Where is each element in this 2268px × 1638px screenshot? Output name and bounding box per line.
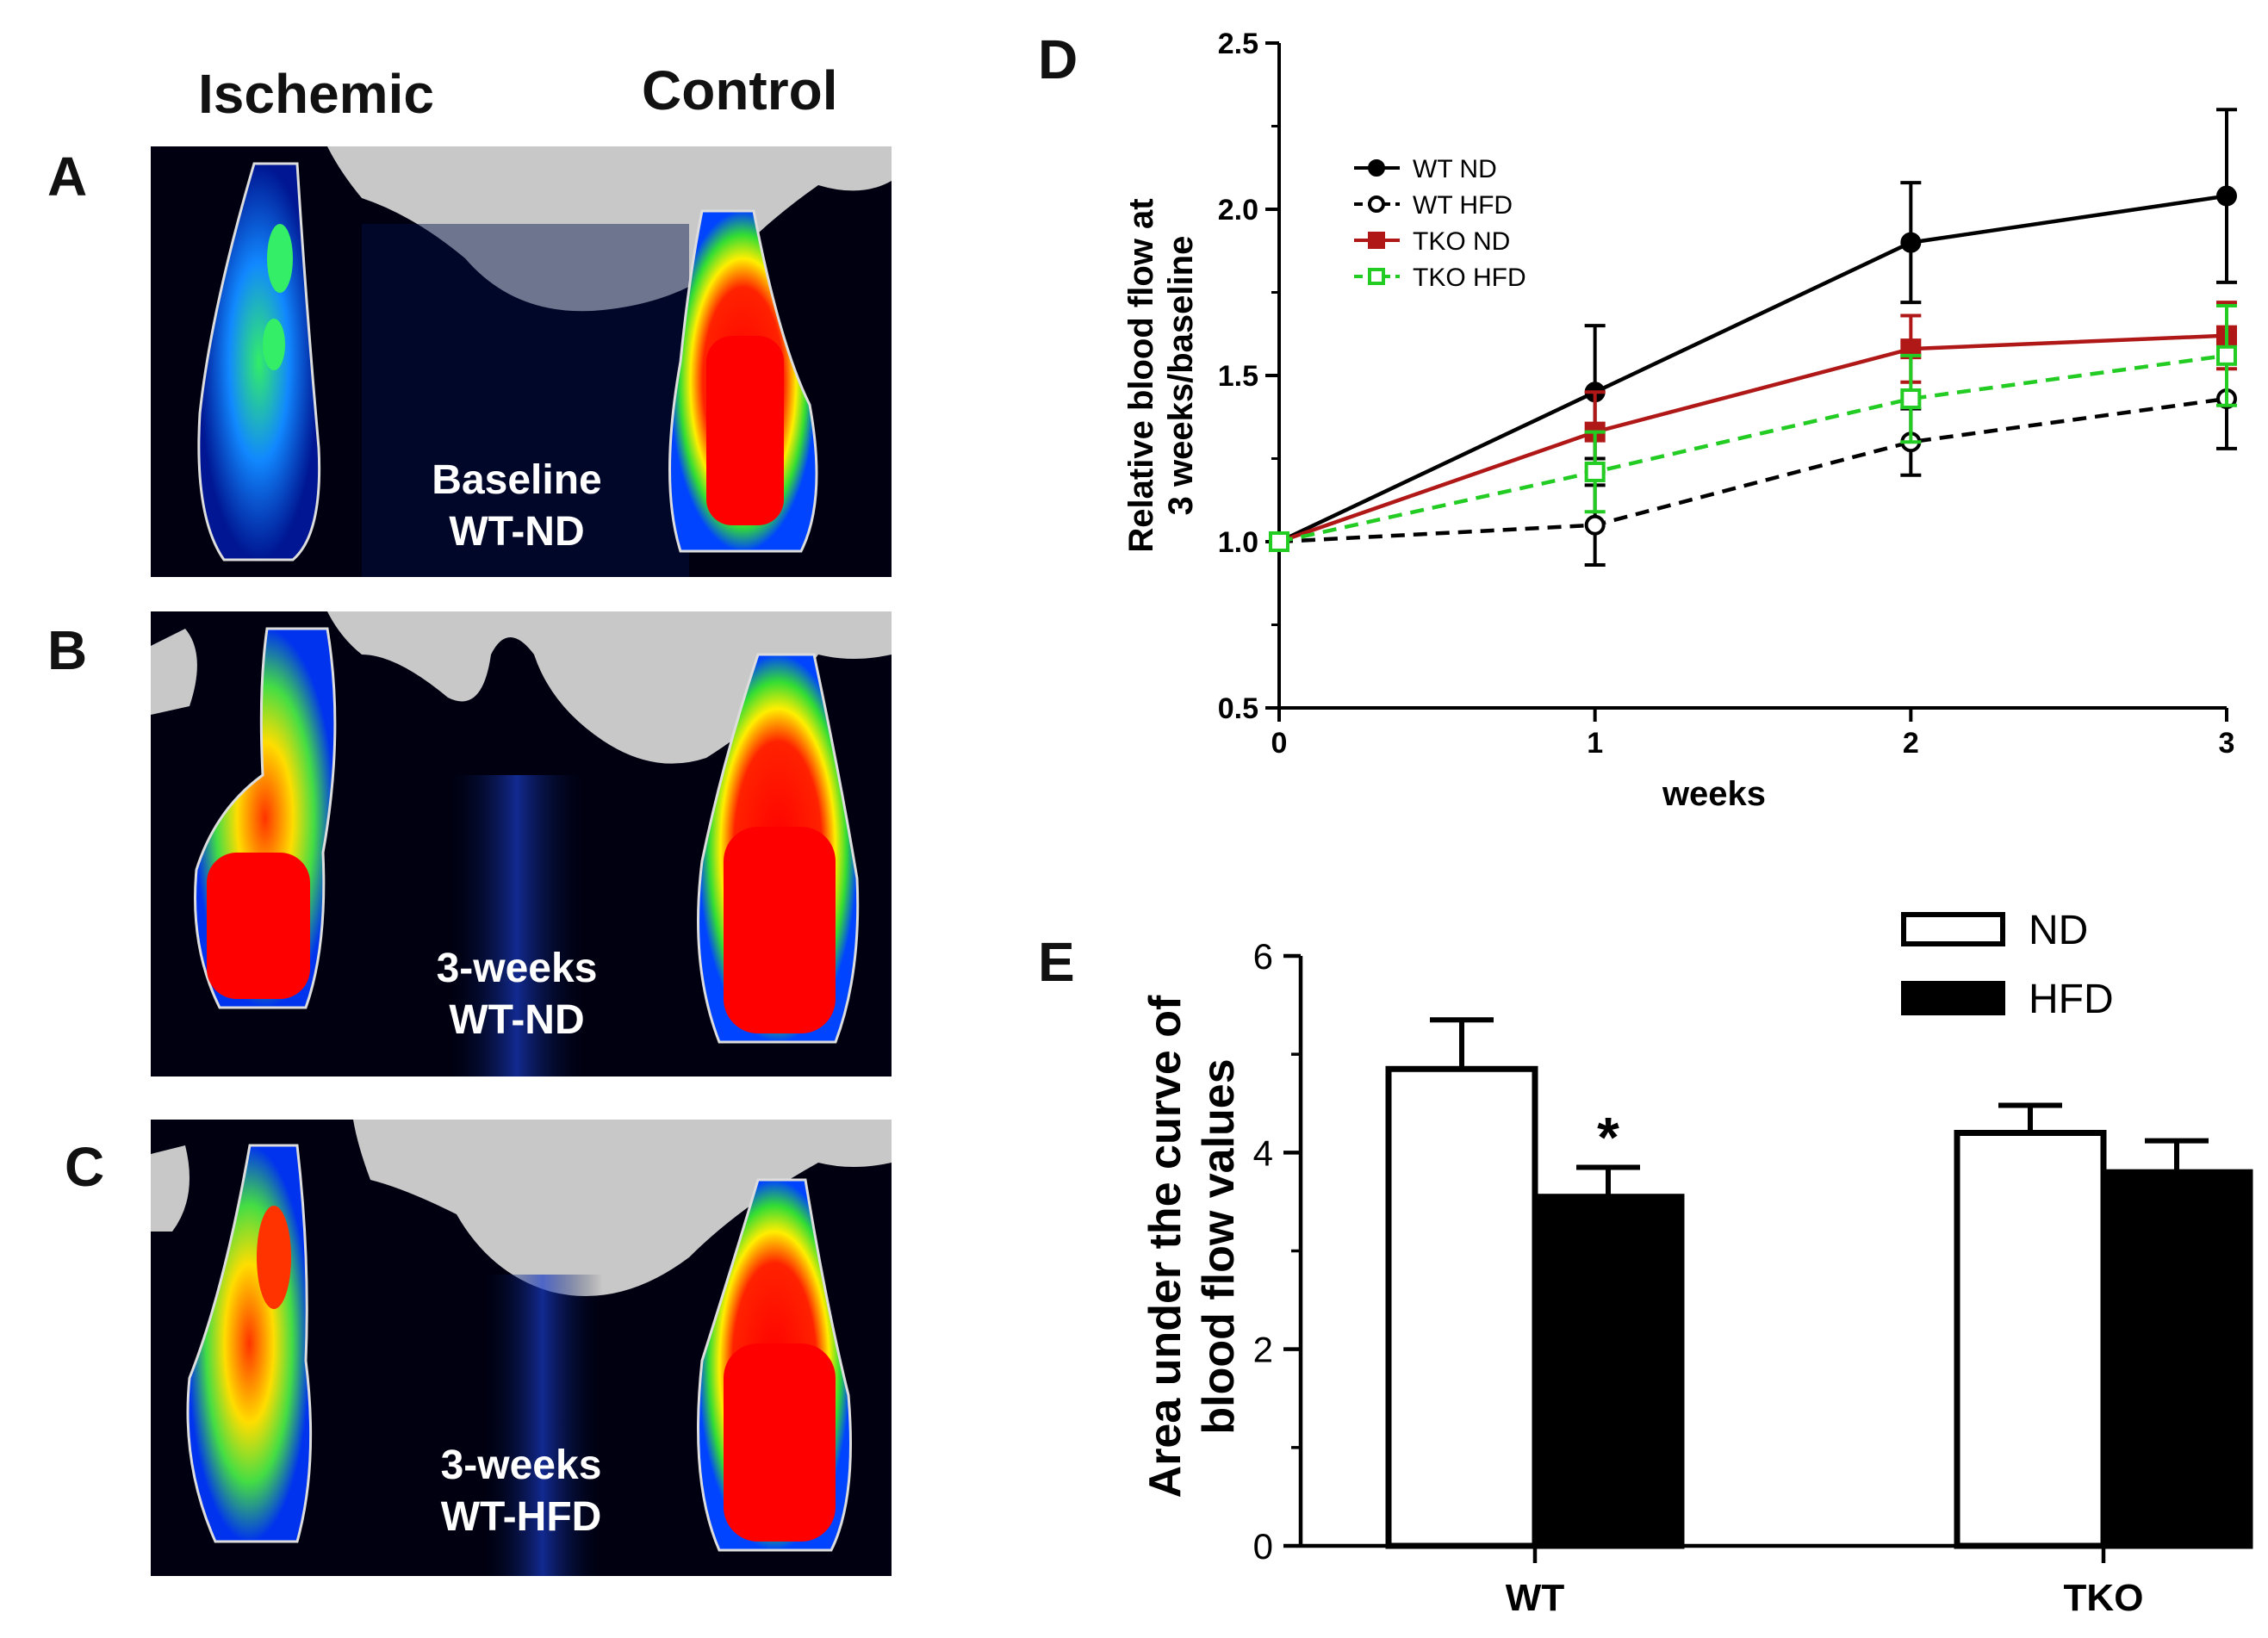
y-tick-label: 6 [1253,936,1273,977]
panel-label-d: D [1038,28,1078,90]
y-tick-label: 4 [1253,1132,1273,1173]
data-point [2216,344,2237,366]
panel-label-e: E [1038,931,1075,993]
laser-doppler-image-b [151,611,892,1076]
panel-label-a: A [47,146,88,208]
y-axis-title: Area under the curve ofblood flow values [1140,995,1244,1498]
significance-marker: * [1597,1105,1619,1169]
x-tick-label: 1 [1587,727,1603,760]
legend-swatch [1901,912,2005,946]
legend-swatch [1901,981,2005,1015]
bar-group-tko: TKO [1954,1102,2253,1619]
bar-hfd [1532,1194,1685,1549]
x-tick-label: 3 [2219,727,2235,760]
x-tick-label: 2 [1903,727,1919,760]
laser-doppler-image-a [151,146,892,577]
y-tick-label: 0 [1253,1526,1273,1567]
legend-label: WT HFD [1413,191,1513,220]
series-line [1278,396,2228,544]
x-tick-label: WT [1506,1577,1565,1619]
laser-doppler-image-c [151,1120,892,1576]
blood-flow-line-chart: 0.5 1.0 1.5 2.0 2.5 0 1 2 3 weeks Relative blood f… [1122,28,2237,813]
header-control: Control [642,59,838,121]
series-wt-hfd [1269,347,2237,568]
data-point [1368,195,1385,213]
data-point [1584,461,1606,482]
bar-group-wt: WT [1385,1017,1685,1619]
legend-label: WT ND [1413,155,1497,183]
y-tick-label: 2.0 [1218,194,1258,226]
series-line [1278,333,2228,544]
y-axis-title-line1: Relative blood flow at [1122,198,1160,552]
image-c-group: WT-HFD [440,1494,602,1540]
image-b-caption: 3-weeks WT-ND [388,943,646,1046]
x-tick-label: 0 [1271,727,1288,760]
legend-label: TKO HFD [1413,264,1526,292]
legend-label: TKO ND [1413,227,1510,256]
panel-label-c: C [65,1136,105,1198]
data-point [1269,531,1289,552]
y-tick-label: 0.5 [1218,692,1258,725]
series-tko-hfd [1269,303,2237,552]
bar-nd [1385,1065,1538,1549]
data-point [1584,514,1606,536]
legend-label: HFD [2029,977,2114,1022]
image-a-caption: Baseline WT-ND [388,455,646,558]
data-point [1368,268,1385,285]
image-c-condition: 3-weeks [440,1443,602,1488]
bar-hfd [2100,1169,2253,1549]
image-b-group: WT-ND [449,997,585,1043]
data-point [1368,159,1385,177]
y-tick-label: 1.5 [1218,360,1258,393]
image-a-condition: Baseline [432,457,602,503]
data-point [1900,232,1922,253]
y-axis-title-line2: blood flow values [1194,1058,1244,1434]
panel-label-b: B [47,619,88,681]
y-axis-title-line2: 3 weeks/baseline [1162,236,1200,516]
image-a-group: WT-ND [449,509,585,555]
data-point [2216,185,2237,207]
image-b-condition: 3-weeks [436,946,598,991]
x-tick-label: TKO [2064,1577,2144,1619]
y-tick-label: 1.0 [1218,526,1258,559]
x-axis-title: weeks [1662,775,1766,813]
y-tick-label: 2.5 [1218,28,1258,60]
series-line [1278,353,2228,544]
data-point [1900,388,1922,410]
y-tick-label: 2 [1253,1330,1273,1370]
bar-nd [1954,1130,2107,1549]
y-axis-title-line1: Area under the curve of [1140,995,1190,1498]
series-line [1278,194,2228,544]
legend-label: ND [2029,908,2088,953]
legend: WT ND WT HFD TKO ND TKO HFD [1354,155,1526,292]
image-c-caption: 3-weeks WT-HFD [388,1440,655,1543]
y-axis-title: Relative blood flow at3 weeks/baseline [1122,198,1200,552]
data-point [1368,232,1385,249]
header-ischemic: Ischemic [198,63,434,125]
legend: ND HFD [1901,908,2114,1022]
